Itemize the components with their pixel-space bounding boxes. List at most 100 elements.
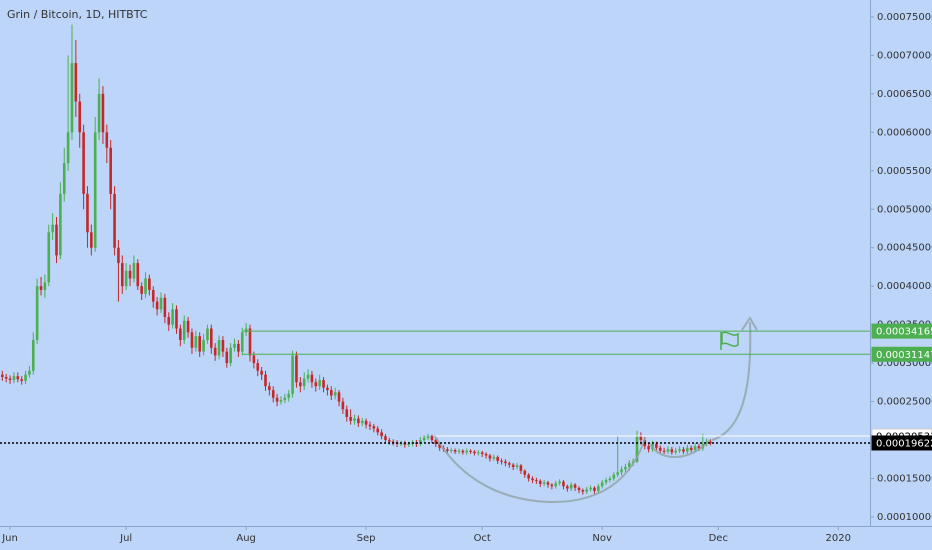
candle-body — [8, 378, 12, 381]
candle-body — [101, 93, 105, 133]
candle-body — [213, 347, 217, 356]
candle-body — [372, 426, 376, 429]
candle-body — [500, 460, 503, 462]
candle-body — [74, 63, 78, 102]
candle-body — [35, 286, 39, 341]
candle-body — [291, 355, 294, 394]
level-label: 0.00034165 — [876, 327, 932, 338]
candle-body — [105, 132, 109, 148]
candle-body — [469, 450, 472, 452]
y-tick-label: 0.00055000 — [877, 166, 932, 177]
y-tick-label: 0.00075000 — [877, 12, 932, 23]
candle-body — [322, 380, 325, 388]
candle-body — [171, 309, 174, 325]
candle-body — [508, 463, 511, 465]
candle-body — [155, 301, 159, 310]
candle-body — [546, 482, 550, 485]
candle-body — [449, 450, 453, 452]
y-tick-label: 0.00025000 — [877, 397, 932, 408]
candle-body — [109, 147, 112, 194]
flag-icon — [720, 331, 739, 350]
candle-body — [20, 379, 23, 381]
candle-body — [271, 390, 275, 398]
x-tick-label: Oct — [474, 533, 491, 544]
level-label: 0.00031147 — [876, 350, 932, 361]
candle-body — [492, 456, 496, 459]
candle-body — [569, 484, 573, 489]
candle-body — [689, 447, 693, 451]
candle-body — [144, 278, 147, 294]
candle-body — [194, 336, 198, 348]
y-tick-label: 0.00065000 — [877, 89, 932, 100]
candle-body — [175, 309, 178, 329]
candle-body — [59, 193, 62, 256]
candle-body — [473, 451, 476, 454]
candle-body — [678, 449, 681, 451]
y-tick-label: 0.00060000 — [877, 127, 932, 138]
candle-body — [167, 316, 171, 325]
candle-body — [128, 270, 132, 279]
candle-body — [604, 480, 608, 483]
candle-body — [78, 101, 82, 133]
candle-body — [620, 469, 623, 473]
candle-body — [326, 387, 329, 391]
candle-body — [198, 336, 201, 352]
candle-body — [593, 487, 596, 491]
candle-body — [268, 386, 271, 391]
candle-body — [244, 328, 248, 333]
candle-body — [206, 328, 209, 341]
candle-body — [488, 455, 492, 459]
candle-body — [360, 420, 364, 424]
candle-body — [403, 443, 407, 445]
candle-body — [248, 328, 252, 356]
candle-body — [627, 463, 631, 467]
candle-body — [446, 449, 449, 451]
candle-body — [589, 487, 592, 490]
y-tick-label: 0.00040000 — [877, 281, 932, 292]
candle-body — [674, 450, 678, 453]
candle-body — [562, 481, 565, 487]
x-tick-label: Sep — [357, 533, 376, 544]
candle-body — [136, 263, 140, 287]
candle-body — [229, 347, 232, 364]
candle-body — [43, 282, 47, 291]
candle-body — [438, 443, 441, 448]
candle-body — [151, 290, 155, 302]
candle-body — [531, 478, 534, 481]
candle-body — [70, 63, 74, 133]
candle-body — [554, 483, 558, 487]
candle-body — [202, 340, 205, 352]
candle-body — [159, 297, 163, 310]
candle-body — [380, 432, 383, 437]
candle-body — [283, 397, 287, 401]
arrow-head — [741, 316, 758, 331]
candle-body — [163, 297, 167, 317]
candle-body — [124, 270, 128, 287]
y-tick-label: 0.00015000 — [877, 474, 932, 485]
candle-body — [682, 449, 685, 452]
candle-body — [515, 465, 519, 467]
candle-body — [233, 343, 236, 348]
candle-body — [24, 374, 27, 381]
candle-body — [422, 437, 426, 441]
candle-body — [527, 474, 530, 479]
candle-body — [388, 440, 391, 442]
candle-body — [120, 263, 124, 287]
candle-body — [407, 443, 410, 445]
candle-body — [581, 490, 585, 492]
candle-body — [90, 232, 93, 248]
candle-body — [477, 452, 480, 454]
candle-body — [51, 224, 54, 233]
level-label: 0.00019622 — [876, 438, 932, 449]
candle-body — [585, 489, 589, 492]
candle-body — [132, 263, 136, 279]
candle-body — [55, 224, 58, 256]
candle-body — [573, 484, 577, 488]
candle-body — [349, 416, 352, 421]
candle-body — [566, 486, 569, 489]
candle-body — [519, 465, 523, 471]
y-tick-label: 0.00050000 — [877, 204, 932, 215]
candle-body — [47, 232, 51, 283]
candle-body — [329, 390, 333, 396]
